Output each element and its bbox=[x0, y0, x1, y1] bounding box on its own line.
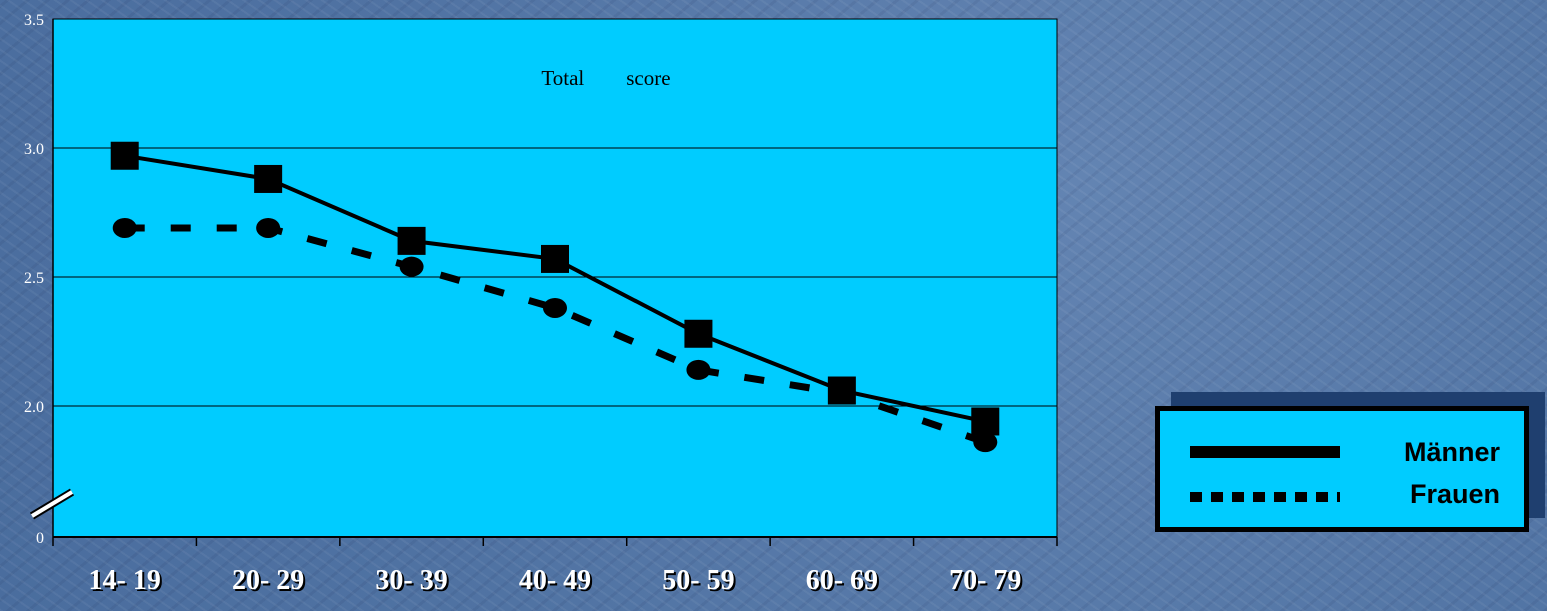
plot-area bbox=[52, 18, 1058, 538]
data-point-square bbox=[110, 141, 139, 170]
x-label-shadow: 70- 79 bbox=[951, 567, 1023, 598]
axis-break-mark bbox=[29, 488, 75, 520]
y-tick-label: 3.5 bbox=[24, 12, 44, 29]
series-markers bbox=[110, 141, 1000, 453]
data-point-circle bbox=[399, 256, 424, 277]
x-label-shadow: 60- 69 bbox=[808, 567, 880, 598]
x-label: 70- 79 bbox=[949, 565, 1021, 596]
data-point-circle bbox=[256, 217, 281, 238]
legend: Männer Frauen bbox=[1155, 406, 1529, 532]
x-label: 60- 69 bbox=[806, 565, 878, 596]
data-point-square bbox=[254, 164, 283, 193]
x-ticks bbox=[52, 537, 1058, 546]
y-tick-label: 2.5 bbox=[24, 270, 44, 287]
data-point-circle bbox=[686, 359, 711, 380]
x-label: 50- 59 bbox=[662, 565, 734, 596]
data-point-circle bbox=[112, 217, 137, 238]
legend-label: Männer bbox=[1403, 437, 1500, 467]
legend-item-maenner: Männer bbox=[1160, 435, 1524, 475]
data-point-square bbox=[684, 319, 713, 348]
data-point-square bbox=[971, 407, 1000, 436]
data-point-circle bbox=[829, 383, 854, 404]
x-label: 30- 39 bbox=[375, 565, 447, 596]
legend-label: Frauen bbox=[1409, 479, 1500, 509]
data-point-circle bbox=[973, 432, 998, 453]
x-label-shadow: 50- 59 bbox=[664, 567, 736, 598]
legend-item-frauen: Frauen bbox=[1160, 477, 1524, 517]
data-point-circle bbox=[543, 297, 567, 318]
legend-swatch-dotted bbox=[1190, 492, 1340, 502]
y-tick-labels: 0 2.0 2.5 3.0 3.5 bbox=[24, 12, 44, 547]
x-label-shadow: 40- 49 bbox=[521, 567, 593, 598]
x-label: 40- 49 bbox=[519, 565, 591, 596]
x-label-shadow: 20- 29 bbox=[234, 567, 306, 598]
x-label: 14- 19 bbox=[89, 565, 161, 596]
legend-swatch-solid bbox=[1190, 446, 1340, 458]
y-tick-label: 2.0 bbox=[24, 399, 44, 416]
x-label-shadow: 30- 39 bbox=[377, 567, 449, 598]
data-point-square bbox=[541, 244, 569, 273]
x-label-shadow: 14- 19 bbox=[91, 567, 163, 598]
x-label: 20- 29 bbox=[232, 565, 304, 596]
y-tick-label: 0 bbox=[36, 530, 44, 547]
chart-title: Total score bbox=[541, 66, 670, 90]
data-point-square bbox=[397, 226, 426, 255]
y-tick-label: 3.0 bbox=[24, 141, 44, 158]
